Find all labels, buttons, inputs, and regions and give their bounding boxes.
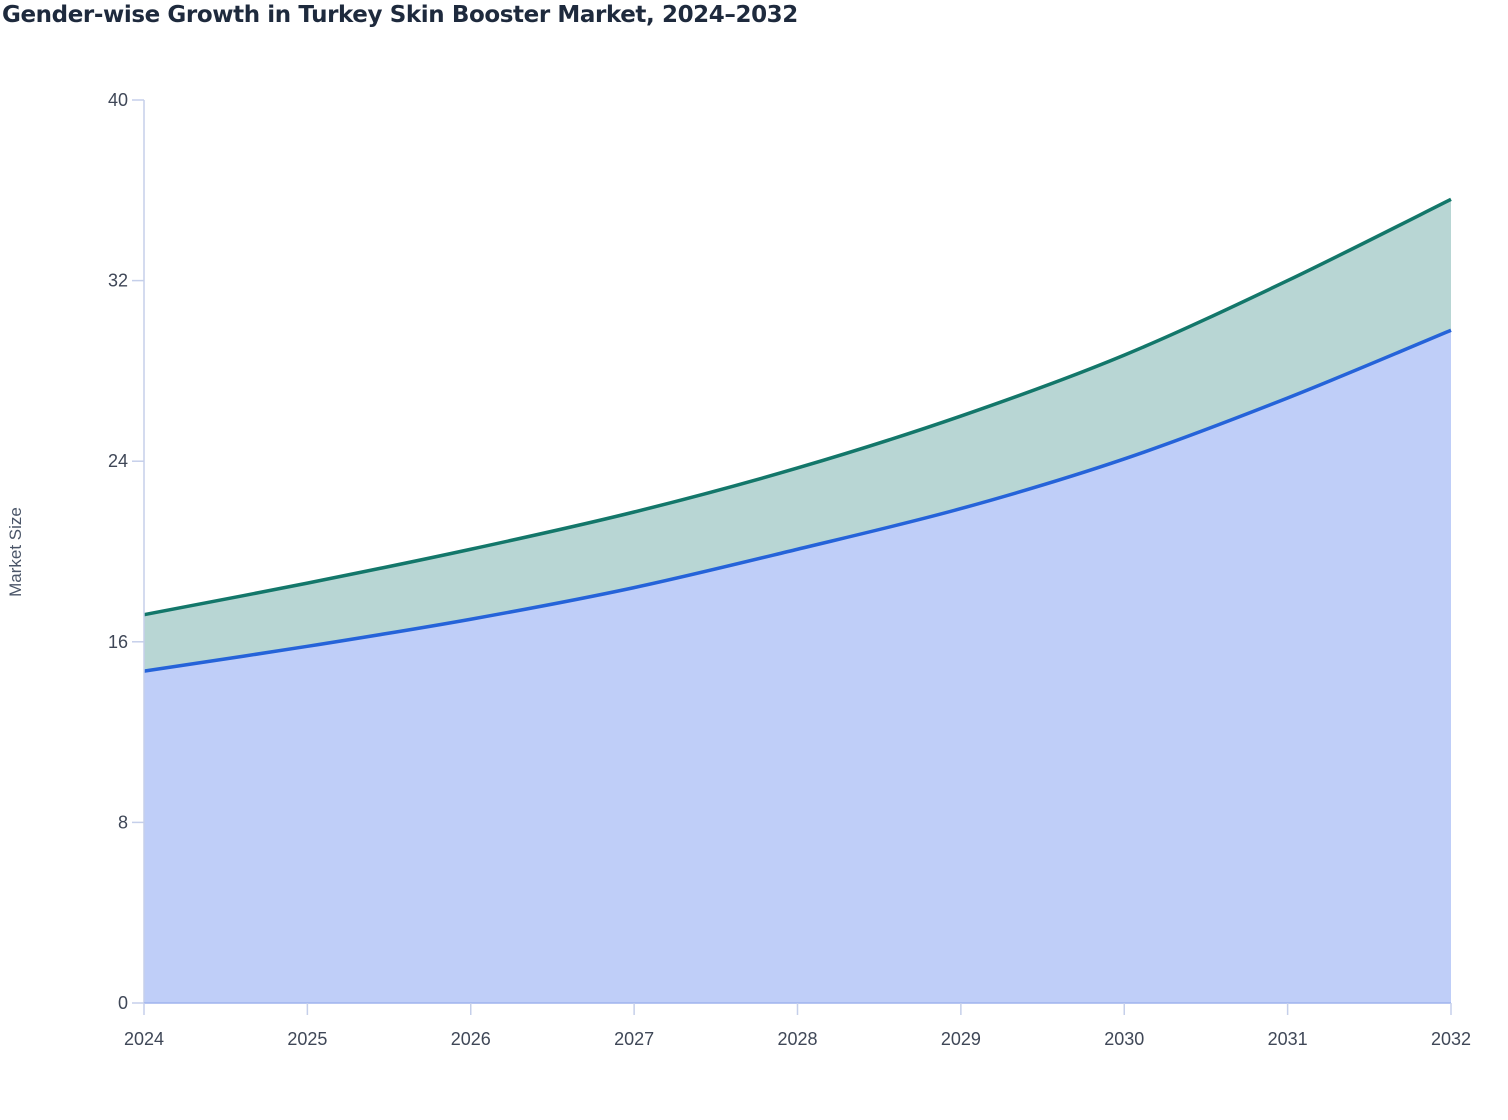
x-tick-label: 2032 (1431, 1029, 1471, 1049)
area-series-2 (144, 199, 1451, 672)
y-tick-label: 24 (108, 451, 128, 471)
plot-area (143, 197, 1452, 1003)
chart-title: Gender-wise Growth in Turkey Skin Booste… (2, 2, 798, 28)
x-tick-label: 2024 (124, 1029, 164, 1049)
y-tick-label: 16 (108, 632, 128, 652)
y-tick-label: 0 (118, 993, 128, 1013)
area-series-1 (144, 330, 1451, 1003)
line-series-2 (143, 197, 1452, 617)
y-tick-label: 32 (108, 271, 128, 291)
x-tick-label: 2028 (777, 1029, 817, 1049)
line-series-1 (143, 328, 1452, 673)
x-tick-label: 2025 (287, 1029, 327, 1049)
axes: 0 8 16 24 32 40 2024 2025 2026 2027 2028 2029 2030 20… (108, 90, 1471, 1049)
x-tick-label: 2029 (941, 1029, 981, 1049)
y-tick-label: 8 (118, 812, 128, 832)
x-tick-label: 2030 (1104, 1029, 1144, 1049)
x-tick-label: 2031 (1268, 1029, 1308, 1049)
x-tick-label: 2027 (614, 1029, 654, 1049)
x-tick-label: 2026 (451, 1029, 491, 1049)
y-tick-label: 40 (108, 90, 128, 110)
